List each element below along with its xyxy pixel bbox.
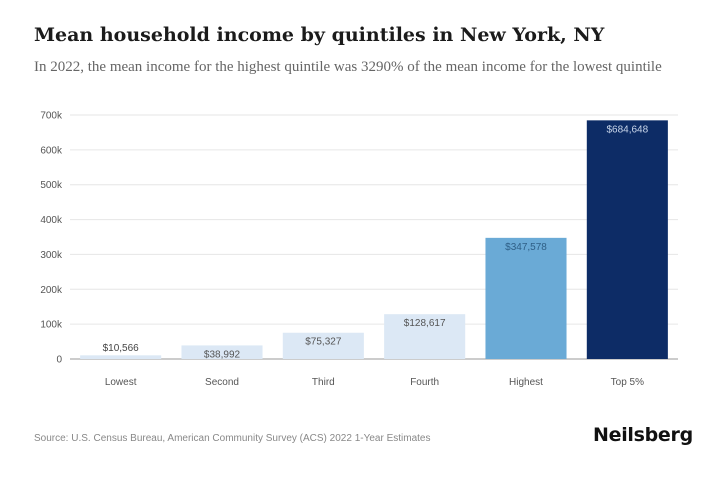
x-tick-label: Top 5% [611,377,644,388]
y-tick-label: 200k [40,285,63,296]
x-tick-label: Highest [509,377,543,388]
x-tick-label: Fourth [410,377,439,388]
bar-value-label: $38,992 [204,349,241,360]
bar [181,345,263,359]
bar-value-label: $128,617 [404,318,446,329]
chart-subtitle: In 2022, the mean income for the highest… [34,59,662,75]
bar-value-label: $10,566 [103,343,140,354]
brand-logo: Neilsberg [593,424,693,446]
bar-value-label: $684,648 [606,124,648,135]
bar [80,355,162,359]
x-tick-label: Second [205,377,239,388]
y-tick-label: 500k [40,180,63,191]
y-tick-label: 300k [40,250,63,261]
x-tick-label: Third [312,377,335,388]
x-tick-label: Lowest [105,377,137,388]
y-tick-label: 0 [56,355,62,366]
bar-value-label: $75,327 [305,337,342,348]
y-tick-label: 600k [40,145,63,156]
y-tick-label: 400k [40,215,63,226]
chart-title: Mean household income by quintiles in Ne… [34,24,605,46]
y-tick-label: 700k [40,111,63,122]
bar [384,314,466,359]
y-tick-label: 100k [40,320,63,331]
source-note: Source: U.S. Census Bureau, American Com… [34,433,431,444]
bar [485,237,567,359]
bar [586,120,668,360]
bar-value-label: $347,578 [505,242,547,253]
bar [282,332,364,359]
